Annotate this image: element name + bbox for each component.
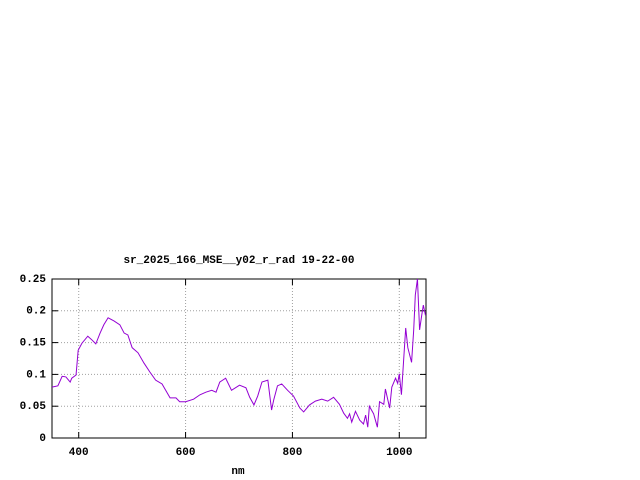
y-tick-label: 0.25	[20, 274, 47, 286]
chart-title: sr_2025_166_MSE__y02_r_rad 19-22-00	[123, 255, 354, 267]
x-axis-label: nm	[231, 466, 245, 478]
x-tick-label: 1000	[386, 447, 412, 459]
y-tick-label: 0.2	[26, 306, 46, 318]
x-tick-label: 600	[176, 447, 196, 459]
data-line	[51, 278, 426, 428]
plot-frame	[51, 278, 427, 439]
x-tick-label: 400	[69, 447, 89, 459]
y-tick-label: 0.05	[20, 401, 47, 413]
x-tick-label: 800	[283, 447, 303, 459]
y-tick-label: 0	[39, 433, 46, 445]
y-tick-label: 0.15	[20, 338, 47, 350]
y-tick-label: 0.1	[26, 369, 46, 381]
